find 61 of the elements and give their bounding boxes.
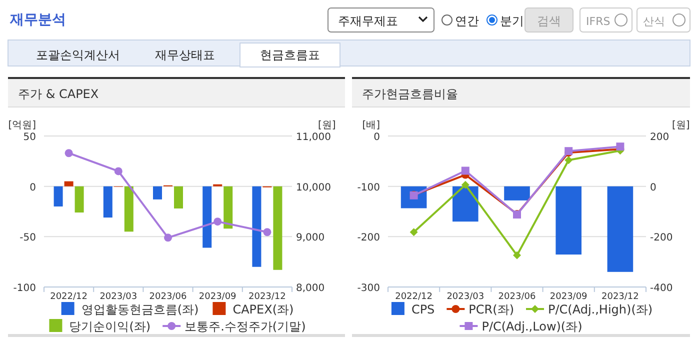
text: 현금흐름표 [260,48,320,62]
point [114,167,122,176]
x-tick-label: 2023/12 [602,292,639,302]
point [564,156,573,164]
text: 포괄손익계산서 [36,48,120,62]
text: 재무상태표 [155,48,215,62]
y-tick-label: 0 [374,132,380,143]
y-tick-label: 0 [30,182,36,194]
y2-tick-label: -400 [650,283,673,294]
text: IFRS [586,15,610,28]
chart-title: 주가 & CAPEX [18,87,99,101]
y2-tick-label: -200 [650,232,673,244]
text: 산식 [643,15,665,28]
y-tick-label: -100 [357,182,380,194]
x-tick-label: 2023/12 [248,292,286,302]
y-tick-label: -200 [357,232,380,244]
y-tick-label: 50 [23,132,36,143]
point [616,142,624,151]
chart-title: 주가현금흐름비율 [362,87,458,101]
y2-tick-label: 11,000 [296,132,331,143]
y-tick-label: -100 [13,283,36,294]
y-axis-title: [배] [362,120,380,131]
y2-tick-label: 200 [650,132,670,143]
x-tick-label: 2023/06 [149,292,187,302]
y-tick-label: -50 [20,232,36,244]
y2-tick-label: 9,000 [296,232,325,244]
text: 검색 [537,14,561,28]
legend-label: 당기순이익(좌) [69,320,151,334]
legend-label: 보통주.수정주가(기말) [184,320,306,334]
y2-axis-title: [원] [318,120,336,131]
y2-tick-label: 0 [650,182,656,194]
point [214,218,222,226]
point [263,228,272,236]
point [164,234,172,242]
point [461,180,470,189]
y-tick-label: -300 [357,283,380,294]
text: 주재무제표 [338,14,398,28]
legend-label: P/C(Adj.,High)(좌) [548,302,653,316]
y2-axis-title: [원] [672,120,690,131]
legend-label: CPS [411,302,435,316]
y2-tick-label: 10,000 [296,182,331,194]
x-tick-label: 2022/12 [50,292,88,302]
point [410,228,418,236]
x-tick-label: 2023/09 [550,292,588,302]
text: 연간 [455,14,479,28]
y-axis-title: [억원] [8,120,36,131]
legend-label: P/C(Adj.,Low)(좌) [482,320,582,334]
x-tick-label: 2023/03 [100,292,138,302]
point [513,251,521,260]
point [461,166,470,175]
x-tick-label: 2023/09 [198,292,237,302]
legend-label: PCR(좌) [468,302,514,316]
x-tick-label: 2022/12 [395,292,432,302]
point [64,149,73,158]
text: 재무분석 [9,12,66,28]
x-tick-label: 2023/03 [446,292,484,302]
text: 분기 [500,14,524,28]
x-tick-label: 2023/06 [498,292,536,302]
legend-label: 영업활동현금흐름(좌) [81,302,199,316]
legend-label: CAPEX(좌) [232,302,294,316]
y2-tick-label: 8,000 [296,283,325,294]
